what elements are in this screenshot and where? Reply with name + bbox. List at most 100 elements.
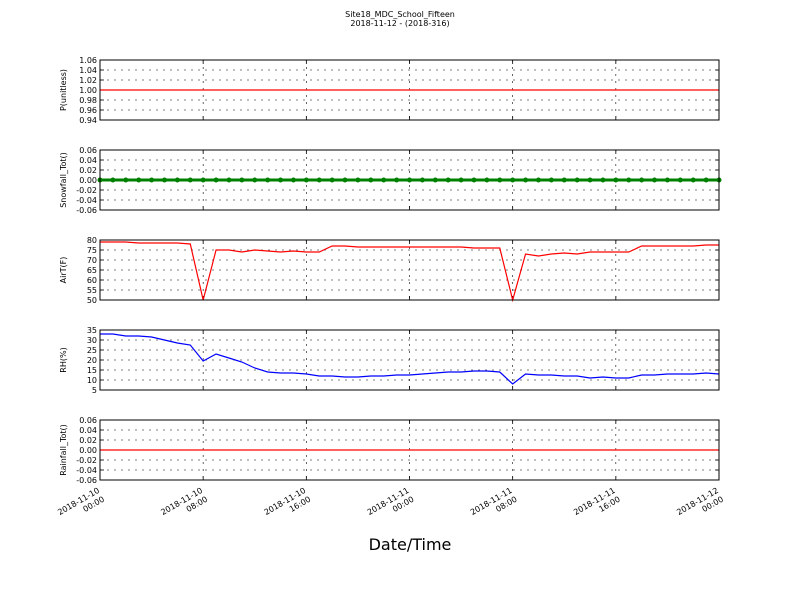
data-point xyxy=(407,177,412,183)
y-tick-label: 55 xyxy=(87,286,97,295)
data-point xyxy=(161,177,167,183)
y-tick-label: 1.06 xyxy=(79,56,97,65)
y-tick-label: 80 xyxy=(87,236,97,245)
y-tick-label: 75 xyxy=(87,246,97,255)
data-point xyxy=(200,177,206,183)
axes-frame xyxy=(99,419,720,481)
y-tick-label: -0.02 xyxy=(76,456,97,465)
x-tick-label: 2018-11-1108:00 xyxy=(469,486,519,526)
y-tick-label: 20 xyxy=(87,356,97,365)
data-point xyxy=(355,177,361,183)
data-point xyxy=(652,177,658,183)
data-point xyxy=(394,177,400,183)
data-point xyxy=(690,177,696,183)
data-point xyxy=(174,177,180,183)
y-tick-label: 0.00 xyxy=(79,176,97,185)
axes-frame xyxy=(99,239,720,301)
data-point xyxy=(342,177,348,183)
figure-subtitle: 2018-11-12 - (2018-316) xyxy=(350,19,449,28)
y-tick-label: -0.04 xyxy=(76,196,97,205)
y-tick-label: 50 xyxy=(87,296,97,305)
data-point xyxy=(664,177,670,183)
y-tick-label: 1.04 xyxy=(79,66,97,75)
data-point xyxy=(419,177,425,183)
y-tick-label: 1.00 xyxy=(79,86,97,95)
y-tick-label: 1.02 xyxy=(79,76,97,85)
data-point xyxy=(329,177,335,183)
data-point xyxy=(484,177,490,183)
y-tick-label: 60 xyxy=(87,276,97,285)
data-point xyxy=(303,177,309,183)
y-tick-label: -0.06 xyxy=(76,476,97,485)
y-tick-label: 5 xyxy=(92,386,97,395)
y-tick-label: 25 xyxy=(87,346,97,355)
y-tick-label: 30 xyxy=(87,336,97,345)
axes-frame xyxy=(99,149,720,211)
y-axis-label: Rainfall_Tot() xyxy=(59,424,68,476)
data-point xyxy=(252,177,258,183)
data-point xyxy=(381,177,387,183)
data-point xyxy=(639,177,645,183)
data-point xyxy=(278,177,284,183)
y-tick-label: 15 xyxy=(87,366,97,375)
y-tick-label: 0.98 xyxy=(79,96,97,105)
x-axis-label: Date/Time xyxy=(369,535,452,554)
y-tick-label: 0.00 xyxy=(79,446,97,455)
y-axis-label: Snowfall_Tot() xyxy=(59,152,68,208)
data-point xyxy=(600,177,606,183)
data-point xyxy=(226,177,232,183)
data-point xyxy=(535,177,541,183)
y-tick-label: -0.06 xyxy=(76,206,97,215)
y-tick-label: 0.94 xyxy=(79,116,97,125)
y-axis-label: P(unitless) xyxy=(59,69,68,111)
y-tick-label: 0.02 xyxy=(79,166,97,175)
data-point xyxy=(445,177,451,183)
data-point xyxy=(458,177,464,183)
data-point xyxy=(149,177,155,183)
data-point xyxy=(548,177,554,183)
axes-frame xyxy=(99,59,720,121)
figure-title: Site18_MDC_School_Fifteen xyxy=(345,10,455,19)
x-tick-label: 2018-11-1116:00 xyxy=(572,486,622,526)
data-point xyxy=(703,177,709,183)
data-point xyxy=(613,177,619,183)
data-line xyxy=(100,333,720,385)
data-point xyxy=(290,177,296,183)
y-tick-label: 0.96 xyxy=(79,106,97,115)
data-point xyxy=(497,177,503,183)
x-tick-label: 2018-11-1100:00 xyxy=(366,486,416,526)
data-point xyxy=(110,177,116,183)
y-tick-label: 0.04 xyxy=(79,156,97,165)
y-tick-label: 0.04 xyxy=(79,426,97,435)
y-tick-label: 65 xyxy=(87,266,97,275)
data-point xyxy=(574,177,580,183)
data-point xyxy=(368,177,374,183)
y-tick-label: 0.02 xyxy=(79,436,97,445)
y-axis-label: AirT(F) xyxy=(59,257,68,284)
axes-frame xyxy=(99,329,720,391)
data-point xyxy=(239,177,245,183)
y-tick-label: 0.06 xyxy=(79,146,97,155)
data-point xyxy=(561,177,567,183)
data-point xyxy=(523,177,529,183)
data-point xyxy=(510,177,516,183)
data-point xyxy=(432,177,438,183)
data-point xyxy=(123,177,129,183)
x-tick-label: 2018-11-1200:00 xyxy=(675,486,725,526)
y-tick-label: 35 xyxy=(87,326,97,335)
x-tick-label: 2018-11-1000:00 xyxy=(56,486,106,526)
x-tick-label: 2018-11-1016:00 xyxy=(263,486,313,526)
data-point xyxy=(316,177,322,183)
data-point xyxy=(626,177,632,183)
data-point xyxy=(136,177,142,183)
data-line xyxy=(100,241,719,303)
data-point xyxy=(677,177,683,183)
y-tick-label: -0.04 xyxy=(76,466,97,475)
x-tick-label: 2018-11-1008:00 xyxy=(159,486,209,526)
data-point xyxy=(187,177,193,183)
y-tick-label: 0.06 xyxy=(79,416,97,425)
data-point xyxy=(471,177,477,183)
data-point xyxy=(265,177,271,183)
data-point xyxy=(587,177,593,183)
